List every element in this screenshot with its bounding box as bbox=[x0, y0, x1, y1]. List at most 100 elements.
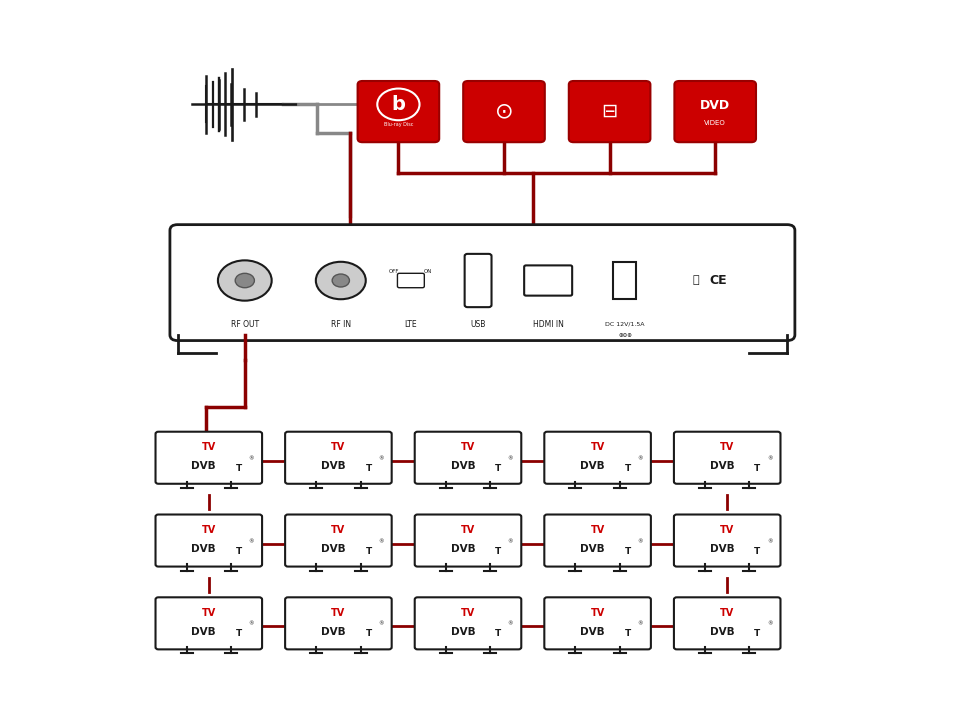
Text: DVB: DVB bbox=[450, 544, 475, 554]
Text: DVB: DVB bbox=[709, 462, 734, 472]
Text: ®: ® bbox=[637, 456, 642, 462]
FancyBboxPatch shape bbox=[544, 598, 651, 649]
Text: 🗑: 🗑 bbox=[693, 276, 699, 286]
Text: DVB: DVB bbox=[450, 462, 475, 472]
Text: T: T bbox=[236, 546, 242, 556]
Text: TV: TV bbox=[331, 442, 346, 452]
Text: TV: TV bbox=[590, 442, 605, 452]
Text: T: T bbox=[755, 464, 760, 473]
Text: DVB: DVB bbox=[580, 627, 605, 637]
Text: VIDEO: VIDEO bbox=[705, 120, 726, 126]
Text: ®: ® bbox=[508, 622, 513, 627]
Text: USB: USB bbox=[470, 320, 486, 329]
Text: T: T bbox=[755, 629, 760, 639]
FancyBboxPatch shape bbox=[674, 598, 780, 649]
Text: ®: ® bbox=[249, 456, 253, 462]
FancyBboxPatch shape bbox=[285, 515, 392, 567]
FancyBboxPatch shape bbox=[170, 225, 795, 341]
Text: T: T bbox=[236, 464, 242, 473]
FancyBboxPatch shape bbox=[156, 432, 262, 484]
Text: DVB: DVB bbox=[321, 544, 346, 554]
FancyBboxPatch shape bbox=[285, 598, 392, 649]
Text: ®: ® bbox=[637, 539, 642, 544]
Text: DVB: DVB bbox=[191, 462, 216, 472]
Text: DVB: DVB bbox=[321, 627, 346, 637]
Circle shape bbox=[332, 274, 349, 287]
Text: ®: ® bbox=[508, 539, 513, 544]
Text: ®: ® bbox=[767, 456, 772, 462]
FancyBboxPatch shape bbox=[544, 432, 651, 484]
FancyBboxPatch shape bbox=[156, 598, 262, 649]
FancyBboxPatch shape bbox=[357, 81, 440, 143]
Text: OFF: OFF bbox=[389, 269, 398, 274]
FancyBboxPatch shape bbox=[465, 254, 492, 307]
FancyBboxPatch shape bbox=[613, 262, 636, 300]
Text: DVB: DVB bbox=[580, 544, 605, 554]
FancyBboxPatch shape bbox=[674, 515, 780, 567]
Text: T: T bbox=[495, 629, 501, 639]
FancyBboxPatch shape bbox=[415, 598, 521, 649]
FancyBboxPatch shape bbox=[524, 266, 572, 296]
Text: ®: ® bbox=[249, 539, 253, 544]
Text: ®: ® bbox=[637, 622, 642, 627]
FancyBboxPatch shape bbox=[568, 81, 651, 143]
Text: Blu-ray Disc: Blu-ray Disc bbox=[384, 122, 413, 127]
Text: ON: ON bbox=[424, 269, 432, 274]
Text: TV: TV bbox=[720, 442, 734, 452]
Text: LTE: LTE bbox=[404, 320, 418, 329]
Text: TV: TV bbox=[720, 608, 734, 618]
Text: RF OUT: RF OUT bbox=[230, 320, 259, 329]
FancyBboxPatch shape bbox=[674, 432, 780, 484]
Text: T: T bbox=[625, 546, 631, 556]
Text: ⊕⊖⊕: ⊕⊖⊕ bbox=[618, 333, 632, 338]
Text: TV: TV bbox=[590, 608, 605, 618]
Text: ®: ® bbox=[767, 539, 772, 544]
FancyBboxPatch shape bbox=[674, 81, 756, 143]
Text: RF IN: RF IN bbox=[331, 320, 350, 329]
Text: T: T bbox=[495, 464, 501, 473]
Text: DVB: DVB bbox=[709, 627, 734, 637]
Text: b: b bbox=[392, 95, 405, 114]
Circle shape bbox=[235, 274, 254, 288]
FancyBboxPatch shape bbox=[544, 515, 651, 567]
Text: TV: TV bbox=[461, 442, 475, 452]
Text: DVB: DVB bbox=[450, 627, 475, 637]
Text: ®: ® bbox=[378, 622, 383, 627]
Text: ⊟: ⊟ bbox=[601, 102, 618, 121]
Text: T: T bbox=[755, 546, 760, 556]
Text: ®: ® bbox=[378, 456, 383, 462]
Text: CE: CE bbox=[709, 274, 727, 287]
Text: DVB: DVB bbox=[709, 544, 734, 554]
FancyBboxPatch shape bbox=[397, 274, 424, 288]
FancyBboxPatch shape bbox=[156, 515, 262, 567]
Text: T: T bbox=[236, 629, 242, 639]
Text: TV: TV bbox=[461, 525, 475, 535]
FancyBboxPatch shape bbox=[464, 81, 544, 143]
Text: T: T bbox=[625, 464, 631, 473]
Text: T: T bbox=[495, 546, 501, 556]
Text: T: T bbox=[366, 629, 372, 639]
Text: DVD: DVD bbox=[700, 99, 731, 112]
Text: TV: TV bbox=[720, 525, 734, 535]
Text: ®: ® bbox=[767, 622, 772, 627]
Text: T: T bbox=[366, 546, 372, 556]
Text: DC 12V/1.5A: DC 12V/1.5A bbox=[605, 322, 645, 327]
Text: TV: TV bbox=[202, 442, 216, 452]
FancyBboxPatch shape bbox=[415, 515, 521, 567]
Text: T: T bbox=[625, 629, 631, 639]
FancyBboxPatch shape bbox=[285, 432, 392, 484]
Text: TV: TV bbox=[331, 525, 346, 535]
Text: T: T bbox=[366, 464, 372, 473]
Text: TV: TV bbox=[202, 608, 216, 618]
Circle shape bbox=[316, 262, 366, 300]
FancyBboxPatch shape bbox=[415, 432, 521, 484]
Circle shape bbox=[218, 261, 272, 301]
Text: ®: ® bbox=[508, 456, 513, 462]
Text: ®: ® bbox=[378, 539, 383, 544]
Text: DVB: DVB bbox=[321, 462, 346, 472]
Text: ⊙: ⊙ bbox=[494, 102, 514, 122]
Text: ®: ® bbox=[249, 622, 253, 627]
Text: DVB: DVB bbox=[191, 544, 216, 554]
Text: DVB: DVB bbox=[580, 462, 605, 472]
Text: DVB: DVB bbox=[191, 627, 216, 637]
